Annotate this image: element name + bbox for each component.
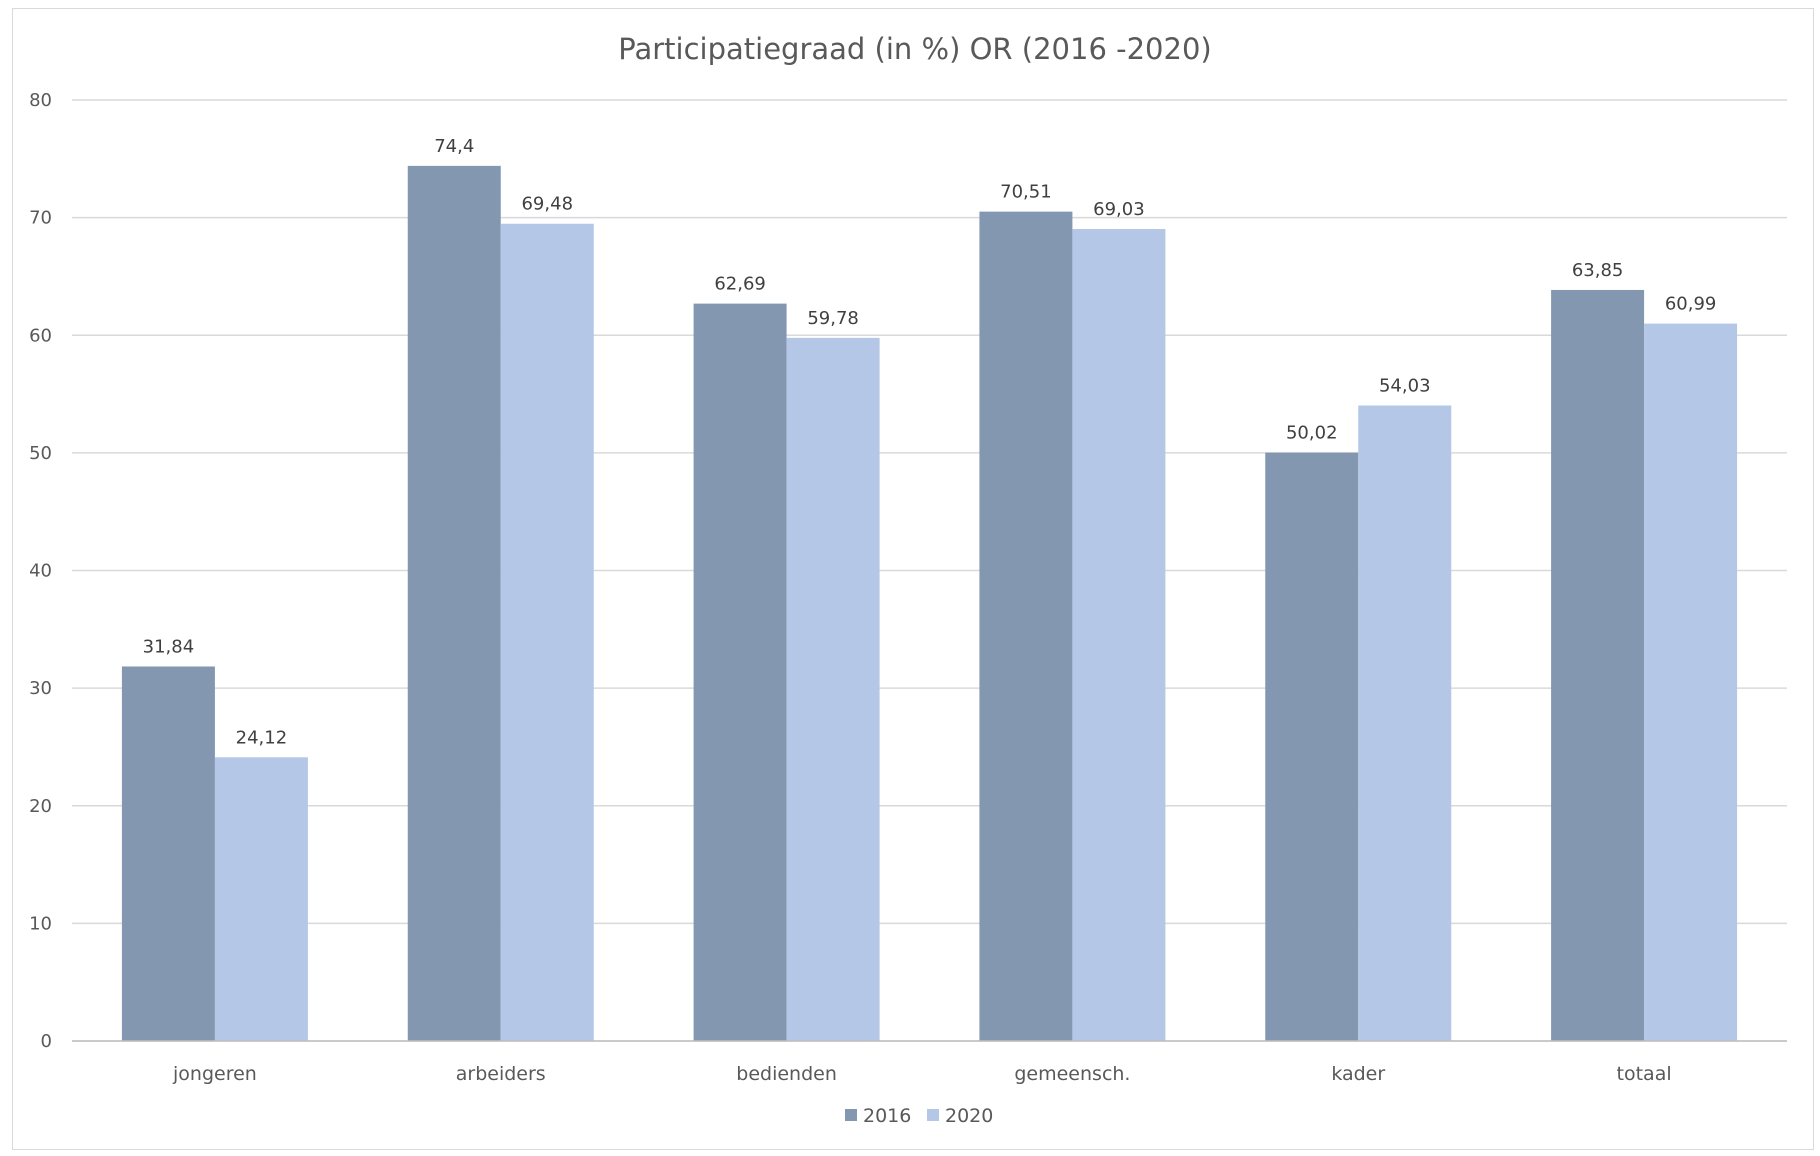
legend-label: 2020	[945, 1105, 993, 1127]
y-tick-label: 40	[29, 561, 52, 582]
bar-2016	[407, 165, 501, 1041]
legend: 2016 2020	[845, 1105, 993, 1127]
y-tick-label: 30	[29, 678, 52, 699]
data-label: 63,85	[1572, 260, 1624, 281]
legend-label: 2016	[863, 1105, 911, 1127]
data-label: 24,12	[236, 727, 288, 748]
y-tick-label: 70	[29, 208, 52, 229]
data-label: 50,02	[1286, 423, 1338, 444]
gridlines	[72, 99, 1787, 1042]
bar-2016	[1551, 289, 1645, 1042]
x-tick-label: gemeensch.	[1014, 1063, 1130, 1085]
data-label: 31,84	[143, 636, 195, 657]
x-axis: jongeren arbeiders bedienden gemeensch. kade…	[72, 1040, 1787, 1085]
legend-swatch	[845, 1109, 857, 1121]
y-axis: 0 10 20 30 40 50 60 70 80	[29, 90, 52, 1052]
data-label: 69,48	[521, 194, 573, 215]
data-label: 59,78	[807, 308, 859, 329]
y-tick-label: 50	[29, 443, 52, 464]
bar-2016	[979, 211, 1073, 1042]
bar-2020	[1644, 323, 1738, 1042]
bar-2016	[693, 303, 787, 1041]
x-tick-label: bedienden	[736, 1063, 837, 1085]
x-tick-label: totaal	[1617, 1063, 1672, 1085]
y-tick-label: 10	[29, 913, 52, 934]
bar-2016	[1265, 452, 1359, 1041]
y-tick-label: 20	[29, 796, 52, 817]
data-label: 60,99	[1665, 294, 1717, 315]
bar-2020	[786, 337, 880, 1041]
bars	[121, 165, 1738, 1042]
y-tick-label: 60	[29, 325, 52, 346]
legend-swatch	[927, 1109, 939, 1121]
data-label: 69,03	[1093, 199, 1145, 220]
bar-2020	[500, 223, 594, 1041]
y-tick-label: 0	[41, 1031, 52, 1052]
bar-2020	[214, 757, 308, 1041]
data-label: 62,69	[714, 274, 766, 295]
data-labels: 31,84 24,12 74,4 69,48 62,69 59,78 70,51 69,03 5…	[143, 136, 1717, 748]
data-label: 70,51	[1000, 182, 1052, 203]
data-label: 54,03	[1379, 375, 1431, 396]
bar-2020	[1358, 405, 1452, 1041]
x-tick-label: arbeiders	[456, 1063, 546, 1085]
x-tick-label: kader	[1331, 1063, 1385, 1085]
y-tick-label: 80	[29, 90, 52, 111]
x-tick-label: jongeren	[172, 1063, 257, 1085]
bar-2020	[1072, 229, 1166, 1042]
chart-title: Participatiegraad (in %) OR (2016 -2020)	[618, 32, 1211, 66]
chart-frame	[12, 8, 1814, 1150]
data-label: 74,4	[434, 136, 474, 157]
bar-2016	[121, 666, 215, 1041]
